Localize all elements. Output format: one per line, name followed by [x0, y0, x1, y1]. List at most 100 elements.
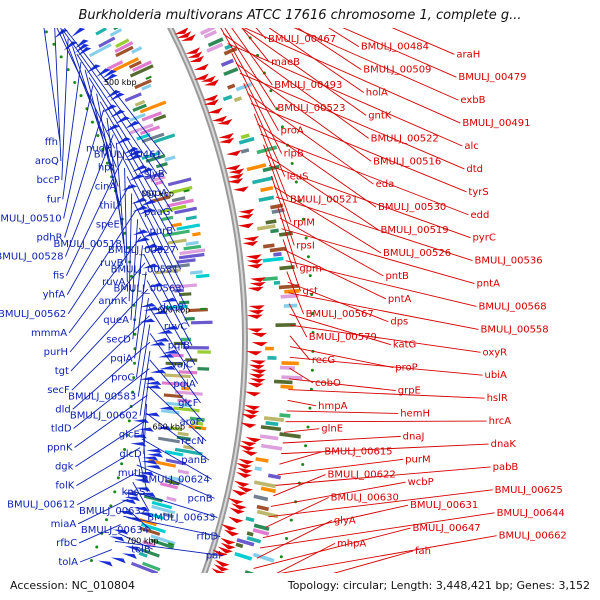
left-gene-label[interactable]: BMULJ_00602	[70, 411, 138, 422]
left-gene-label[interactable]: purH	[44, 347, 68, 358]
right-gene-label[interactable]: proP	[395, 363, 417, 374]
left-gene-label[interactable]: recN	[181, 436, 204, 447]
right-gene-label[interactable]: hmpA	[318, 401, 347, 412]
right-gene-label[interactable]: gntK	[368, 110, 392, 121]
right-gene-label[interactable]: BMULJ_00567	[306, 309, 374, 320]
right-gene-label[interactable]: BMULJ_00662	[499, 531, 567, 542]
left-gene-label[interactable]: kpsS	[122, 487, 146, 498]
right-gene-label[interactable]: BMULJ_00521	[290, 194, 358, 205]
left-gene-label[interactable]: dld	[55, 404, 70, 415]
left-gene-label[interactable]: glcD	[119, 449, 142, 460]
left-gene-label[interactable]: BMULJ_00527	[108, 245, 176, 256]
left-gene-label[interactable]: bccP	[36, 175, 59, 186]
right-gene-label[interactable]: BMULJ_00530	[378, 202, 446, 213]
right-gene-label[interactable]: BMULJ_00625	[495, 485, 563, 496]
right-gene-label[interactable]: BMULJ_00509	[363, 65, 431, 76]
right-gene-label[interactable]: BMULJ_00491	[462, 118, 530, 129]
right-gene-label[interactable]: BMULJ_00647	[413, 523, 481, 534]
left-gene-label[interactable]: BMULJ_00518	[54, 239, 122, 250]
left-gene-label[interactable]: ffh	[45, 137, 58, 148]
right-gene-label[interactable]: alc	[464, 141, 478, 152]
left-gene-label[interactable]: BMULJ_00633	[147, 512, 215, 523]
left-gene-label[interactable]: pal	[206, 551, 221, 562]
right-gene-label[interactable]: pntA	[388, 294, 412, 305]
right-gene-label[interactable]: BMULJ_00630	[331, 493, 399, 504]
right-gene-label[interactable]: BMULJ_00579	[309, 332, 377, 343]
right-gene-label[interactable]: rplM	[293, 217, 315, 228]
right-gene-label[interactable]: rlpB	[284, 149, 304, 160]
right-gene-label[interactable]: gst	[302, 286, 318, 297]
right-gene-label[interactable]: hslR	[487, 393, 508, 404]
right-gene-label[interactable]: hrcA	[489, 416, 512, 427]
left-gene-label[interactable]: ruvB	[100, 258, 123, 269]
left-gene-label[interactable]: BMULJ_00510	[0, 213, 62, 224]
left-gene-label[interactable]: BMULJ_00461	[94, 150, 162, 161]
right-gene-label[interactable]: edd	[470, 210, 489, 221]
right-gene-label[interactable]: fah	[415, 546, 431, 557]
right-gene-label[interactable]: purM	[405, 454, 430, 465]
left-gene-label[interactable]: mutL	[118, 468, 144, 479]
left-gene-label[interactable]: nudH	[86, 143, 113, 154]
left-gene-label[interactable]: tolA	[58, 557, 78, 568]
left-gene-label[interactable]: fur	[47, 194, 62, 205]
left-gene-label[interactable]: slyB	[144, 169, 165, 180]
right-gene-label[interactable]: dnaK	[491, 439, 517, 450]
left-gene-label[interactable]: purB	[149, 226, 173, 237]
left-gene-label[interactable]: rfbD	[197, 532, 219, 543]
right-gene-label[interactable]: leuS	[287, 172, 309, 183]
right-gene-label[interactable]: BMULJ_00493	[274, 80, 342, 91]
left-gene-label[interactable]: dgk	[55, 462, 74, 473]
right-gene-label[interactable]: dps	[390, 317, 408, 328]
right-gene-label[interactable]: BMULJ_00467	[268, 34, 336, 45]
left-gene-label[interactable]: hpt	[98, 162, 115, 173]
left-gene-label[interactable]: cinA	[95, 182, 117, 193]
right-gene-label[interactable]: BMULJ_00631	[410, 500, 478, 511]
right-gene-label[interactable]: rpsI	[296, 240, 315, 251]
right-gene-label[interactable]: oxyR	[483, 347, 508, 358]
left-gene-label[interactable]: rfbC	[56, 538, 77, 549]
left-gene-label[interactable]: aroQ	[35, 156, 59, 167]
right-gene-label[interactable]: pyrC	[472, 233, 495, 244]
left-gene-label[interactable]: secD	[106, 334, 131, 345]
left-gene-label[interactable]: pqiA	[110, 353, 132, 364]
left-gene-label[interactable]: paaG	[144, 207, 170, 218]
left-gene-label[interactable]: miaA	[51, 519, 77, 530]
left-gene-label[interactable]: BMULJ_00634	[81, 525, 149, 536]
left-gene-label[interactable]: yhfA	[43, 290, 66, 301]
right-gene-label[interactable]: BMULJ_00522	[371, 133, 439, 144]
left-gene-label[interactable]: pqiA	[173, 379, 195, 390]
left-gene-label[interactable]: fis	[53, 271, 65, 282]
left-gene-label[interactable]: tolB	[131, 544, 151, 555]
right-gene-label[interactable]: pabB	[493, 462, 519, 473]
right-gene-label[interactable]: maeB	[271, 57, 300, 68]
left-gene-label[interactable]: pqiB	[168, 341, 190, 352]
right-gene-label[interactable]: BMULJ_00644	[497, 508, 565, 519]
right-gene-label[interactable]: BMULJ_00526	[383, 248, 451, 259]
left-gene-label[interactable]: ruvC	[164, 322, 187, 333]
left-gene-label[interactable]: dusB	[160, 302, 185, 313]
left-gene-label[interactable]: glcE	[119, 430, 140, 441]
right-gene-label[interactable]: mhpA	[337, 538, 366, 549]
right-gene-label[interactable]: dnaJ	[403, 431, 425, 442]
right-gene-label[interactable]: grpE	[398, 386, 421, 397]
left-gene-label[interactable]: proC	[111, 372, 134, 383]
right-gene-label[interactable]: recG	[312, 355, 335, 366]
right-gene-label[interactable]: proA	[281, 126, 304, 137]
left-gene-label[interactable]: BMULJ_00632	[79, 506, 147, 517]
left-gene-label[interactable]: tldD	[51, 423, 72, 434]
right-gene-label[interactable]: pntA	[476, 279, 500, 290]
left-gene-label[interactable]: panB	[181, 455, 207, 466]
right-gene-label[interactable]: wcbP	[408, 477, 434, 488]
left-gene-label[interactable]: mmmA	[31, 328, 67, 339]
left-gene-label[interactable]: pcnB	[188, 493, 213, 504]
left-gene-label[interactable]: speE	[96, 220, 120, 231]
right-gene-label[interactable]: BMULJ_00558	[481, 324, 549, 335]
left-gene-label[interactable]: aroF	[179, 417, 201, 428]
left-gene-label[interactable]: BMULJ_00583	[68, 392, 136, 403]
left-gene-label[interactable]: ruvA	[102, 277, 125, 288]
right-gene-label[interactable]: ubiA	[485, 370, 507, 381]
left-gene-label[interactable]: BMULJ_00531	[111, 264, 179, 275]
right-gene-label[interactable]: glyA	[334, 515, 356, 526]
left-gene-label[interactable]: tgt	[55, 366, 69, 377]
left-gene-label[interactable]: BMULJ_00612	[7, 500, 75, 511]
